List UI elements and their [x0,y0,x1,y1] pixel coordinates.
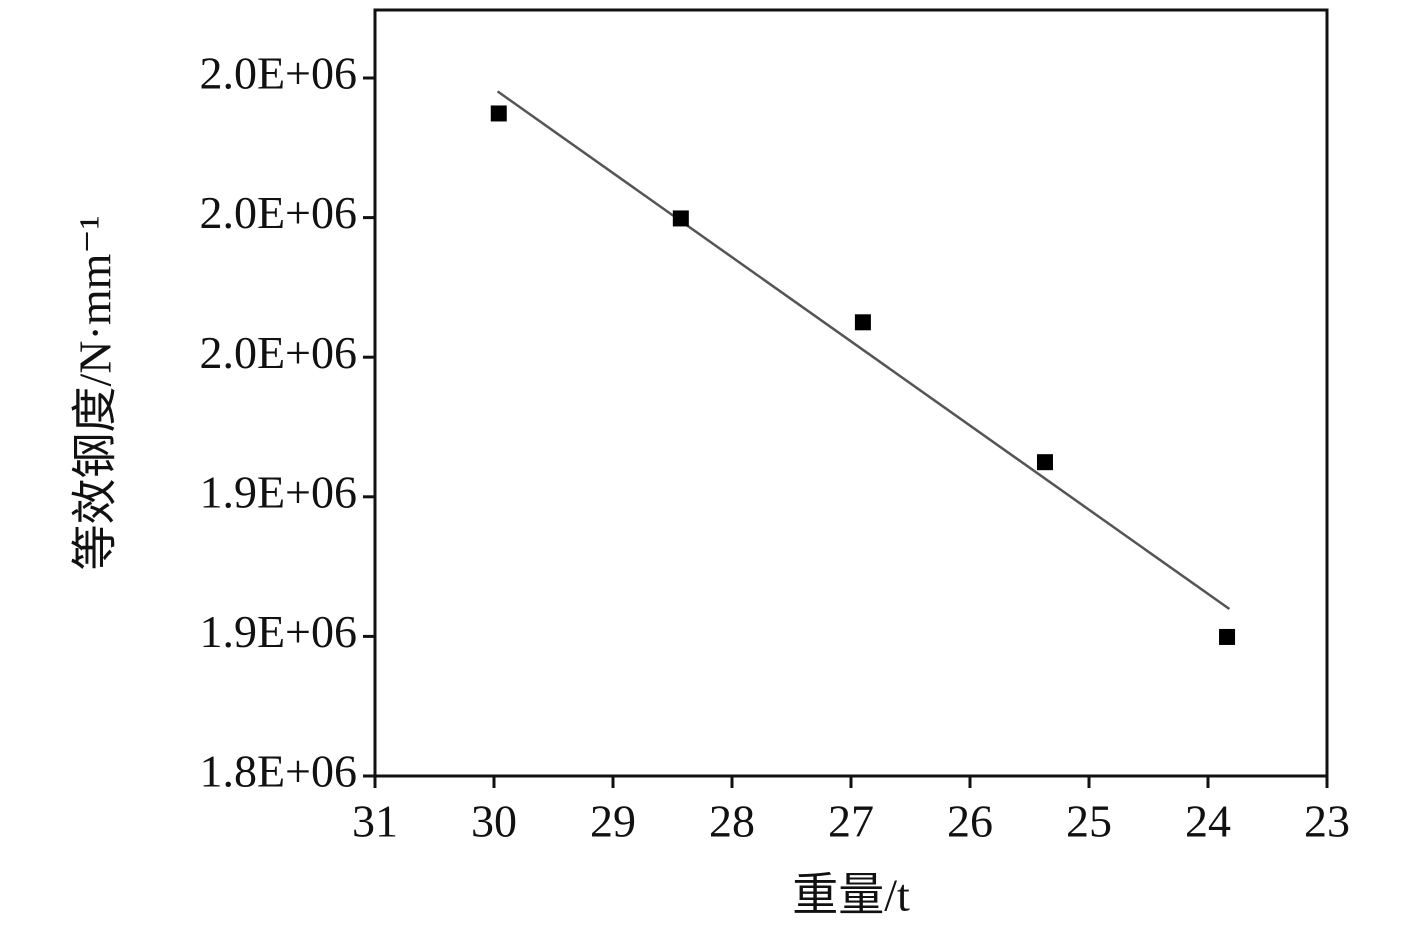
y-tick-label: 1.9E+06 [199,466,357,517]
data-point [1036,454,1053,471]
y-tick-label: 1.8E+06 [199,746,357,797]
x-tick-label: 23 [1304,796,1350,847]
data-point [490,105,507,122]
x-tick-label: 30 [471,796,517,847]
plot-frame [373,8,1329,778]
y-axis-label: 等效钢度/N·mm⁻¹ [70,216,121,571]
x-tick-label: 24 [1185,796,1231,847]
x-tick-label: 26 [947,796,993,847]
x-tick-label: 28 [709,796,755,847]
y-tick-label: 2.0E+06 [199,48,357,99]
y-tick-label: 2.0E+06 [199,327,357,378]
y-tick-label: 2.0E+06 [199,187,357,238]
x-tick-label: 25 [1066,796,1112,847]
x-tick-label: 27 [828,796,874,847]
x-tick-label: 29 [590,796,636,847]
data-point [854,314,871,331]
data-point [1219,628,1236,645]
x-tick-label: 31 [352,796,398,847]
fit-line [496,90,1231,611]
y-tick-label: 1.9E+06 [199,606,357,657]
data-point [672,210,689,227]
x-axis-label: 重量/t [792,870,910,921]
